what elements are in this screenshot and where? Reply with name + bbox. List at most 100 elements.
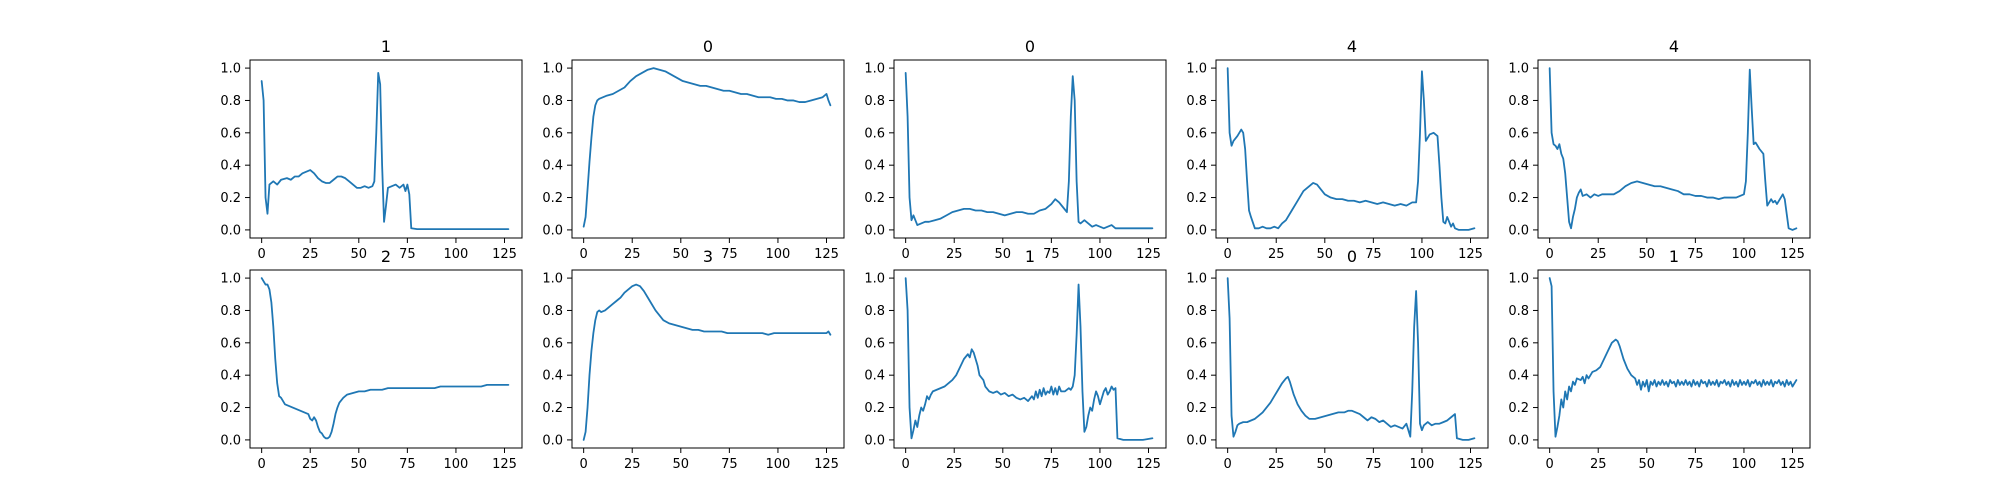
- y-tick-label: 0.0: [542, 433, 563, 448]
- x-tick-label: 125: [1458, 247, 1483, 262]
- x-tick-label: 0: [580, 247, 588, 262]
- y-tick-label: 0.2: [864, 191, 885, 206]
- x-tick-label: 100: [1732, 457, 1757, 472]
- x-tick-label: 50: [1317, 247, 1334, 262]
- x-tick-label: 100: [1410, 457, 1435, 472]
- x-tick-label: 125: [1780, 457, 1805, 472]
- x-tick-label: 50: [1317, 457, 1334, 472]
- x-tick-label: 0: [258, 247, 266, 262]
- subplot-title: 3: [703, 247, 713, 266]
- subplot-9: 0 25 50 75 100 125 0.0 0.2 0.4 0.6 0.8 1.0 0: [1186, 247, 1489, 472]
- x-tick-label: 50: [1639, 457, 1656, 472]
- y-tick-label: 0.6: [1186, 126, 1207, 141]
- y-tick-label: 0.6: [1186, 336, 1207, 351]
- y-tick-label: 1.0: [1508, 62, 1529, 77]
- subplot-2: 0 25 50 75 100 125 0.0 0.2 0.4 0.6 0.8 1.0 0: [542, 37, 845, 262]
- y-tick-label: 1.0: [1508, 272, 1529, 287]
- y-tick-label: 0.8: [220, 94, 241, 109]
- y-tick-label: 0.0: [1508, 223, 1529, 238]
- x-tick-label: 125: [814, 247, 839, 262]
- y-tick-label: 1.0: [542, 272, 563, 287]
- x-tick-label: 0: [1224, 247, 1232, 262]
- axes-frame: [1215, 269, 1489, 449]
- y-tick-label: 0.2: [542, 401, 563, 416]
- x-tick-label: 75: [1365, 247, 1382, 262]
- y-tick-label: 0.8: [542, 94, 563, 109]
- x-tick-label: 125: [814, 457, 839, 472]
- y-tick-label: 1.0: [864, 62, 885, 77]
- y-tick-label: 0.4: [1508, 159, 1529, 174]
- x-tick-label: 50: [995, 457, 1012, 472]
- series-line: [904, 277, 1154, 441]
- x-tick-label: 100: [1410, 247, 1435, 262]
- y-tick-label: 0.6: [220, 336, 241, 351]
- x-tick-label: 25: [624, 247, 641, 262]
- x-tick-label: 125: [1136, 457, 1161, 472]
- x-tick-label: 125: [492, 457, 517, 472]
- x-tick-label: 100: [766, 247, 791, 262]
- axes-frame: [571, 59, 845, 239]
- x-tick-label: 125: [1780, 247, 1805, 262]
- y-tick-label: 0.4: [1508, 369, 1529, 384]
- subplot-title: 4: [1347, 37, 1357, 56]
- y-tick-label: 0.8: [1186, 94, 1207, 109]
- y-tick-label: 0.6: [220, 126, 241, 141]
- x-tick-label: 50: [351, 457, 368, 472]
- x-tick-label: 100: [1732, 247, 1757, 262]
- y-tick-label: 0.4: [864, 369, 885, 384]
- y-tick-label: 0.8: [220, 304, 241, 319]
- y-tick-label: 0.0: [864, 433, 885, 448]
- x-tick-label: 0: [1546, 457, 1554, 472]
- y-tick-label: 0.4: [542, 159, 563, 174]
- y-tick-label: 0.2: [1186, 191, 1207, 206]
- y-tick-label: 1.0: [220, 272, 241, 287]
- y-tick-label: 0.2: [1508, 191, 1529, 206]
- x-tick-label: 75: [721, 247, 738, 262]
- x-tick-label: 75: [399, 457, 416, 472]
- x-tick-label: 0: [258, 457, 266, 472]
- subplot-10: 0 25 50 75 100 125 0.0 0.2 0.4 0.6 0.8 1.0 1: [1508, 247, 1811, 472]
- series-line: [1548, 67, 1798, 231]
- y-tick-label: 0.0: [1508, 433, 1529, 448]
- y-tick-label: 0.0: [220, 433, 241, 448]
- subplot-title: 0: [1347, 247, 1357, 266]
- y-tick-label: 0.8: [1508, 304, 1529, 319]
- y-tick-label: 0.6: [864, 126, 885, 141]
- x-tick-label: 25: [624, 457, 641, 472]
- x-tick-label: 25: [302, 247, 319, 262]
- x-tick-label: 50: [1639, 247, 1656, 262]
- x-tick-label: 75: [1687, 457, 1704, 472]
- y-tick-label: 0.0: [1186, 433, 1207, 448]
- axes-frame: [249, 269, 523, 449]
- y-tick-label: 0.8: [864, 94, 885, 109]
- y-tick-label: 0.8: [1186, 304, 1207, 319]
- x-tick-label: 75: [1687, 247, 1704, 262]
- subplot-title: 1: [1669, 247, 1679, 266]
- x-tick-label: 25: [946, 457, 963, 472]
- y-tick-label: 0.6: [1508, 336, 1529, 351]
- subplot-3: 0 25 50 75 100 125 0.0 0.2 0.4 0.6 0.8 1.0 0: [864, 37, 1167, 262]
- subplot-title: 0: [1025, 37, 1035, 56]
- y-tick-label: 0.4: [864, 159, 885, 174]
- x-tick-label: 0: [580, 457, 588, 472]
- x-tick-label: 50: [673, 247, 690, 262]
- y-tick-label: 0.8: [542, 304, 563, 319]
- y-tick-label: 0.6: [1508, 126, 1529, 141]
- y-tick-label: 0.4: [220, 369, 241, 384]
- y-tick-label: 0.8: [1508, 94, 1529, 109]
- subplot-1: 0 25 50 75 100 125 0.0 0.2 0.4 0.6 0.8 1.0 1: [220, 37, 523, 262]
- x-tick-label: 25: [1590, 457, 1607, 472]
- subplot-8: 0 25 50 75 100 125 0.0 0.2 0.4 0.6 0.8 1.0 1: [864, 247, 1167, 472]
- y-tick-label: 0.2: [542, 191, 563, 206]
- x-tick-label: 0: [902, 457, 910, 472]
- series-line: [1226, 67, 1476, 231]
- x-tick-label: 25: [946, 247, 963, 262]
- x-tick-label: 100: [766, 457, 791, 472]
- y-tick-label: 0.2: [1508, 401, 1529, 416]
- x-tick-label: 75: [1365, 457, 1382, 472]
- x-tick-label: 100: [444, 247, 469, 262]
- x-tick-label: 25: [1268, 457, 1285, 472]
- series-line: [582, 67, 832, 228]
- x-tick-label: 75: [721, 457, 738, 472]
